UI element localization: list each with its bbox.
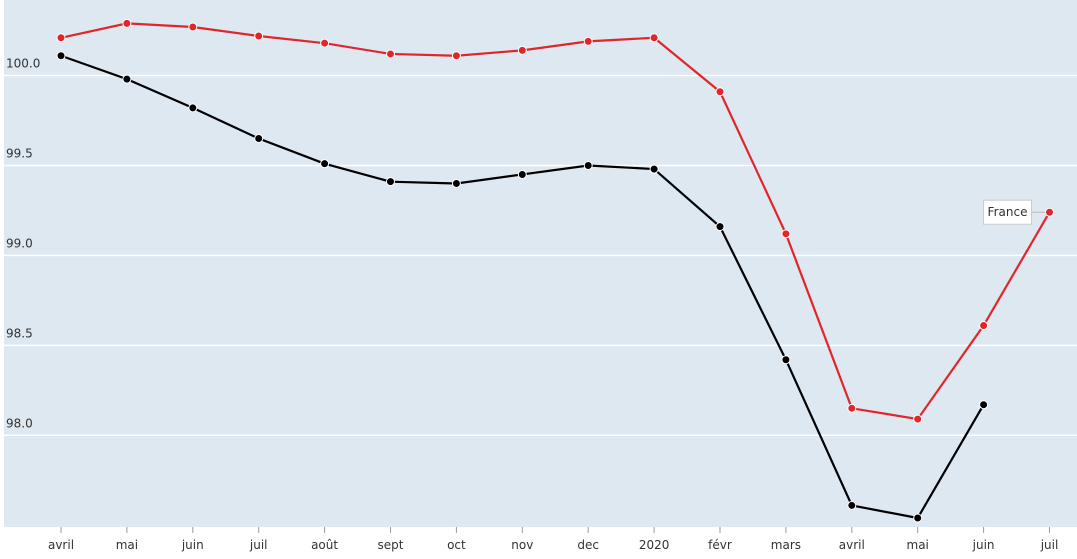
point [979, 400, 989, 410]
x-tick-label: dec [577, 538, 599, 552]
point [781, 355, 791, 365]
x-tick-label: mai [116, 538, 138, 552]
point [847, 500, 857, 510]
point [583, 36, 593, 46]
point [781, 229, 791, 239]
point [386, 177, 395, 187]
point [649, 33, 659, 43]
point [188, 22, 198, 32]
point [649, 164, 659, 174]
x-tick-label: juil [1040, 538, 1059, 552]
series-line [60, 22, 1051, 421]
point [56, 33, 66, 43]
point [122, 18, 132, 28]
x-tick-label: sept [378, 538, 404, 552]
x-tick-label: juin [181, 538, 204, 552]
point [451, 178, 461, 188]
point [254, 31, 264, 41]
y-tick-label: 99.0 [6, 236, 33, 250]
point [254, 133, 264, 143]
x-tick-label: 2020 [639, 538, 670, 552]
point [1045, 207, 1054, 217]
x-tick-label: mars [771, 538, 801, 552]
y-tick-label: 98.5 [6, 326, 33, 340]
point [320, 159, 330, 169]
point [517, 169, 527, 179]
point [583, 160, 593, 170]
x-tick-label: avril [839, 538, 865, 552]
y-tick-label: 100.0 [6, 57, 40, 71]
point [847, 403, 857, 413]
series-label: France [988, 205, 1028, 219]
point [122, 74, 132, 84]
point [913, 414, 923, 424]
x-tick-label: nov [511, 538, 533, 552]
x-tick-label: juin [972, 538, 995, 552]
point [56, 51, 66, 61]
label-box [983, 199, 1032, 225]
plot-area [4, 0, 1077, 527]
x-tick-label: août [311, 538, 338, 552]
point [913, 513, 923, 523]
point [386, 49, 395, 59]
y-tick-label: 98.0 [6, 416, 33, 430]
point [320, 38, 330, 48]
point [451, 51, 461, 61]
point [188, 103, 198, 113]
y-tick-label: 99.5 [6, 146, 33, 160]
x-tick-label: févr [708, 538, 732, 552]
point [517, 45, 527, 55]
x-tick-label: juil [249, 538, 268, 552]
x-tick-label: oct [447, 538, 466, 552]
x-tick-label: mai [907, 538, 929, 552]
x-tick-label: avril [48, 538, 74, 552]
point [715, 222, 725, 232]
point [979, 321, 989, 331]
point [715, 87, 725, 97]
